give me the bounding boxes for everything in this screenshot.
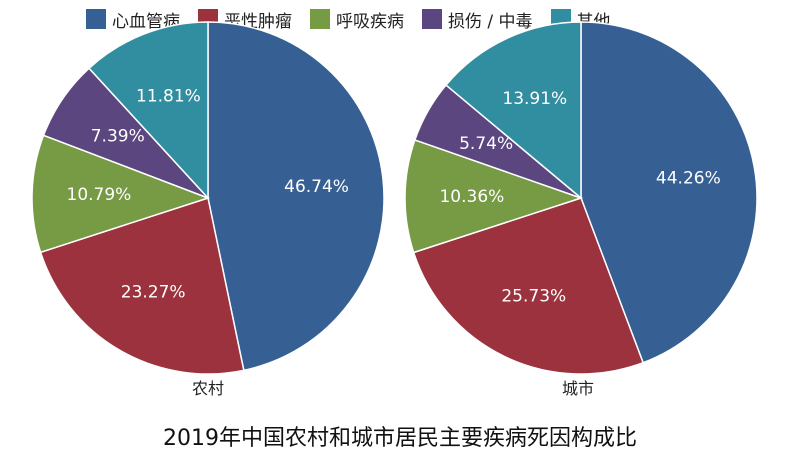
slice-label: 44.26% bbox=[656, 168, 721, 188]
slice-cancer bbox=[412, 197, 645, 375]
legend-item-respiratory: 呼吸疾病 bbox=[310, 7, 404, 32]
slice-label: 23.27% bbox=[121, 282, 186, 302]
chart-title: 2019年中国农村和城市居民主要疾病死因构成比 bbox=[163, 426, 637, 451]
slice-other bbox=[444, 21, 582, 200]
slice-label: 25.73% bbox=[501, 286, 566, 306]
slice-label: 10.36% bbox=[439, 187, 504, 207]
legend-label: 损伤 / 中毒 bbox=[448, 11, 533, 32]
slice-label: 7.39% bbox=[91, 127, 145, 147]
legend-item-cardiovascular: 心血管病 bbox=[86, 7, 180, 32]
legend-label: 呼吸疾病 bbox=[336, 11, 404, 32]
slice-label: 11.81% bbox=[136, 86, 201, 106]
legend-swatch bbox=[86, 9, 106, 29]
pie-caption-urban: 城市 bbox=[561, 379, 594, 398]
pie-caption-rural: 农村 bbox=[191, 379, 224, 398]
slice-cardiovascular bbox=[580, 21, 758, 364]
slice-respiratory bbox=[31, 134, 211, 254]
slice-other bbox=[88, 21, 209, 200]
legend-label: 心血管病 bbox=[112, 11, 180, 32]
slice-label: 5.74% bbox=[459, 134, 513, 154]
legend-item-injury: 损伤 / 中毒 bbox=[422, 7, 533, 32]
legend-swatch bbox=[310, 9, 330, 29]
slice-cancer bbox=[39, 197, 245, 375]
slice-label: 10.79% bbox=[67, 185, 132, 205]
legend-swatch bbox=[422, 9, 442, 29]
slice-cardiovascular bbox=[207, 21, 385, 372]
slice-label: 13.91% bbox=[502, 89, 567, 109]
legend: 心血管病 恶性肿瘤 呼吸疾病 损伤 / 中毒 其他 bbox=[86, 7, 611, 32]
slice-respiratory bbox=[404, 138, 584, 254]
slice-label: 46.74% bbox=[284, 177, 349, 197]
